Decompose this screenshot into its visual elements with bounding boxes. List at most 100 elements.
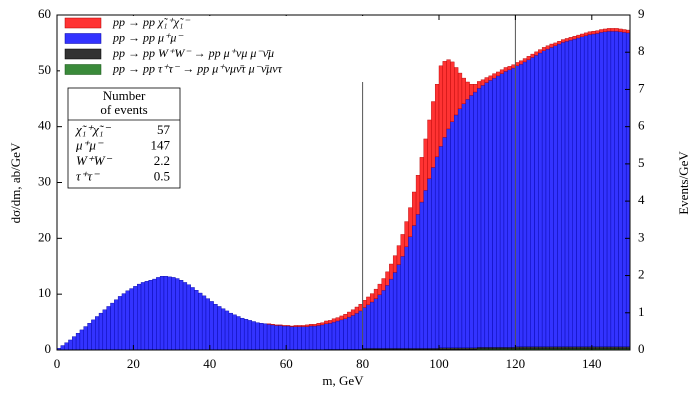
bar bbox=[347, 311, 352, 318]
bar bbox=[580, 36, 585, 347]
bar bbox=[350, 309, 356, 316]
bar bbox=[572, 346, 577, 350]
bar bbox=[60, 345, 65, 351]
bar bbox=[522, 346, 528, 350]
bar bbox=[431, 101, 436, 168]
bar bbox=[316, 323, 321, 326]
bar bbox=[366, 296, 371, 305]
bar bbox=[618, 31, 623, 347]
legend-label: pp → pp W⁺W⁻ → pp μ⁺νμ μ⁻ν̄μ bbox=[112, 46, 274, 60]
bar bbox=[576, 346, 581, 350]
bar bbox=[591, 33, 596, 347]
bar bbox=[404, 221, 409, 247]
bar bbox=[144, 281, 149, 351]
bar bbox=[457, 108, 463, 348]
bar bbox=[473, 347, 478, 350]
bar bbox=[221, 308, 226, 351]
x-tick-label: 100 bbox=[429, 356, 449, 371]
bar bbox=[465, 99, 470, 348]
bar bbox=[392, 272, 398, 349]
bar bbox=[114, 299, 119, 351]
y2-tick-label: 1 bbox=[638, 304, 645, 319]
y2-tick-label: 5 bbox=[638, 155, 645, 170]
y-tick-label: 60 bbox=[38, 6, 51, 21]
y2-tick-label: 9 bbox=[638, 6, 645, 21]
bar bbox=[354, 312, 359, 350]
bar bbox=[599, 346, 604, 350]
bar bbox=[522, 58, 528, 63]
bar bbox=[404, 246, 409, 349]
bar bbox=[389, 263, 394, 280]
bar bbox=[484, 77, 489, 83]
bar bbox=[423, 138, 428, 191]
bar bbox=[305, 324, 310, 327]
bar bbox=[266, 324, 272, 351]
y2-axis-label: Events/GeV bbox=[676, 151, 691, 215]
bar bbox=[442, 347, 447, 350]
bar bbox=[347, 316, 352, 350]
legend-swatch bbox=[64, 33, 102, 44]
bar bbox=[274, 324, 279, 326]
bar bbox=[580, 346, 585, 350]
bar bbox=[328, 320, 333, 324]
bar bbox=[538, 52, 543, 347]
bar bbox=[461, 347, 466, 350]
x-tick-label: 60 bbox=[280, 356, 293, 371]
bar bbox=[450, 61, 455, 122]
bar bbox=[499, 347, 505, 350]
bar bbox=[159, 276, 165, 351]
x-tick-label: 0 bbox=[54, 356, 61, 371]
bar bbox=[278, 324, 283, 326]
bar bbox=[519, 346, 524, 350]
bar bbox=[477, 81, 482, 89]
bar bbox=[561, 39, 566, 43]
bar bbox=[606, 28, 612, 32]
bar bbox=[488, 75, 493, 81]
bar bbox=[236, 316, 241, 351]
bar bbox=[595, 33, 600, 347]
x-axis-label: m, GeV bbox=[322, 373, 364, 388]
bar bbox=[606, 30, 612, 347]
table-label: W⁺W⁻ bbox=[76, 153, 113, 168]
bar bbox=[534, 51, 539, 56]
bar bbox=[614, 346, 619, 350]
bar bbox=[591, 30, 596, 35]
bar bbox=[259, 323, 264, 351]
bar bbox=[163, 276, 168, 351]
bar bbox=[316, 325, 321, 351]
bar bbox=[68, 339, 73, 351]
bar bbox=[496, 75, 501, 348]
bar bbox=[205, 298, 210, 351]
bar bbox=[499, 73, 505, 348]
bar bbox=[381, 290, 386, 349]
table-box bbox=[67, 87, 181, 189]
bar bbox=[289, 326, 295, 351]
bar bbox=[549, 43, 554, 48]
bar bbox=[603, 31, 608, 347]
bar bbox=[480, 79, 486, 86]
bar bbox=[331, 318, 337, 323]
bar bbox=[492, 77, 497, 348]
bar bbox=[373, 298, 379, 349]
x-tick-label: 20 bbox=[127, 356, 140, 371]
bar bbox=[614, 28, 619, 32]
bar bbox=[583, 35, 589, 347]
bar bbox=[488, 80, 493, 348]
bar bbox=[396, 245, 402, 265]
bar bbox=[83, 326, 88, 351]
bar bbox=[561, 42, 566, 347]
bar bbox=[320, 322, 325, 326]
bar bbox=[473, 84, 478, 93]
bar bbox=[266, 323, 272, 325]
bar bbox=[503, 71, 508, 348]
y-tick-label: 20 bbox=[38, 229, 51, 244]
bar bbox=[434, 84, 440, 158]
bar bbox=[389, 278, 394, 349]
bar bbox=[201, 295, 207, 351]
bar bbox=[293, 326, 298, 351]
y-tick-label: 0 bbox=[45, 341, 52, 356]
bar bbox=[454, 114, 459, 348]
bar bbox=[377, 294, 382, 349]
bar bbox=[255, 322, 260, 351]
bar bbox=[446, 347, 451, 350]
